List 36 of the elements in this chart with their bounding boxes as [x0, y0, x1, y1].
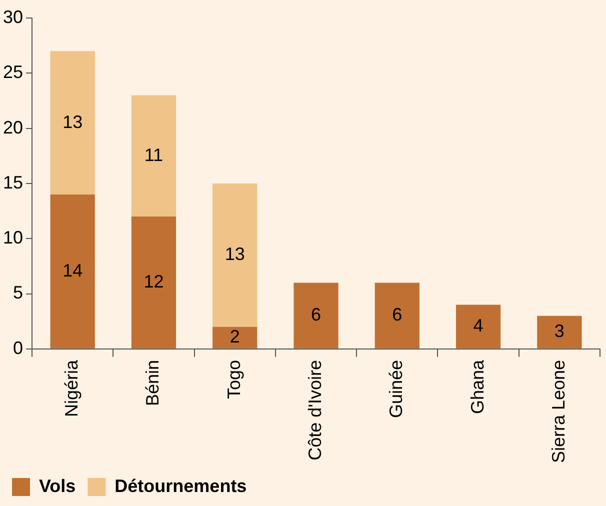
data-label: 14 — [62, 260, 83, 280]
bar — [456, 304, 501, 348]
x-tick-label: Nigéria — [62, 358, 82, 417]
data-label: 13 — [62, 112, 83, 132]
data-label: 12 — [144, 271, 164, 292]
y-tick-label: 5 — [13, 282, 24, 303]
bar — [131, 216, 176, 348]
y-tick-label: 15 — [2, 172, 24, 192]
bar — [50, 51, 95, 194]
y-tick-label: 0 — [13, 338, 24, 358]
x-tick-label: Ghana — [467, 358, 488, 414]
bar — [212, 326, 258, 348]
x-tick-label: Guinée — [386, 360, 406, 418]
x-tick-label: Togo — [224, 360, 244, 399]
bar — [131, 95, 176, 217]
legend-label: Détournements — [114, 476, 247, 496]
data-label: 11 — [144, 144, 164, 165]
bar — [212, 183, 258, 327]
bar — [374, 282, 420, 348]
y-tick-label: 30 — [2, 6, 24, 27]
y-tick-label: 10 — [2, 228, 24, 248]
y-tick-label: 20 — [2, 117, 24, 138]
legend-label: Vols — [39, 476, 76, 496]
data-label: 2 — [230, 326, 240, 347]
data-label: 6 — [311, 304, 322, 325]
x-tick-label: Côte d'Ivoire — [304, 360, 325, 460]
bar — [50, 194, 95, 348]
x-tick-label: Bénin — [142, 360, 163, 406]
y-tick-label: 25 — [2, 62, 24, 82]
data-label: 6 — [392, 304, 402, 325]
bar — [537, 316, 582, 348]
data-label: 4 — [473, 316, 484, 336]
data-label: 3 — [554, 321, 564, 342]
x-tick-label: Sierra Leone — [548, 360, 568, 464]
data-label: 13 — [224, 244, 245, 264]
bar — [294, 282, 338, 348]
